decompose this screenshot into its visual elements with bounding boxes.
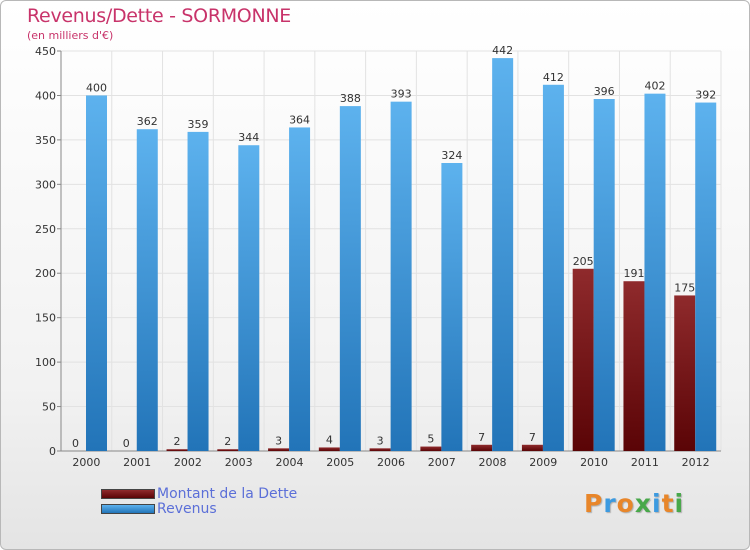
data-label-debt: 2 xyxy=(224,435,231,448)
x-tick-label: 2007 xyxy=(428,456,456,469)
y-tick-label: 300 xyxy=(35,178,56,191)
data-label-revenue: 364 xyxy=(289,113,310,126)
bar-debt xyxy=(268,448,290,451)
bar-debt xyxy=(318,447,340,451)
logo-letter: x xyxy=(634,489,652,518)
logo-letter: o xyxy=(616,489,635,518)
x-tick-label: 2011 xyxy=(631,456,659,469)
data-label-revenue: 344 xyxy=(238,131,259,144)
bar-revenue xyxy=(238,145,260,451)
x-tick-label: 2009 xyxy=(529,456,557,469)
data-label-revenue: 362 xyxy=(137,115,158,128)
bar-debt xyxy=(369,448,391,451)
y-tick-label: 0 xyxy=(49,445,56,458)
bar-revenue xyxy=(695,102,717,452)
data-label-debt: 0 xyxy=(123,437,130,450)
x-tick-label: 2002 xyxy=(174,456,202,469)
data-label-debt: 5 xyxy=(427,433,434,446)
legend-swatch-revenue xyxy=(101,504,155,514)
logo-letter: i xyxy=(674,489,685,518)
data-label-revenue: 359 xyxy=(188,118,209,131)
x-tick-label: 2006 xyxy=(377,456,405,469)
data-label-debt: 3 xyxy=(377,434,384,447)
chart-unit-label: (en milliers d'€) xyxy=(27,29,114,42)
data-label-debt: 175 xyxy=(674,281,695,294)
x-tick-label: 2008 xyxy=(479,456,507,469)
bar-revenue xyxy=(187,131,209,451)
bar-debt xyxy=(623,281,645,451)
data-label-revenue: 393 xyxy=(391,88,412,101)
bar-debt xyxy=(471,444,493,451)
legend-label-debt: Montant de la Dette xyxy=(157,486,298,502)
bar-debt xyxy=(521,444,543,451)
bar-revenue xyxy=(593,99,615,451)
bar-revenue xyxy=(289,127,311,451)
bar-debt xyxy=(166,449,188,451)
data-label-revenue: 412 xyxy=(543,71,564,84)
y-tick-label: 450 xyxy=(35,45,56,58)
bar-revenue xyxy=(644,93,666,452)
y-tick-label: 50 xyxy=(42,401,56,414)
logo-letter: t xyxy=(661,489,675,518)
legend-label-revenue: Revenus xyxy=(157,501,217,517)
data-label-debt: 191 xyxy=(623,267,644,280)
y-tick-label: 100 xyxy=(35,356,56,369)
data-label-debt: 205 xyxy=(573,255,594,268)
data-label-revenue: 442 xyxy=(492,44,513,57)
bar-revenue xyxy=(441,163,463,451)
y-tick-label: 150 xyxy=(35,312,56,325)
bar-debt xyxy=(217,449,239,451)
data-label-debt: 3 xyxy=(275,434,282,447)
data-label-revenue: 400 xyxy=(86,81,107,94)
y-tick-label: 200 xyxy=(35,267,56,280)
bar-debt xyxy=(572,268,594,451)
data-label-debt: 7 xyxy=(478,431,485,444)
data-label-debt: 0 xyxy=(72,437,79,450)
data-labels: 0 400 0 362 2 359 2 344 3 364 4 388 3 393 5 324 7 442 7 412… xyxy=(72,44,716,450)
legend-swatch-debt xyxy=(101,489,155,499)
x-tick-label: 2010 xyxy=(580,456,608,469)
logo-letter: i xyxy=(652,489,662,518)
logo-letter: P xyxy=(584,489,604,518)
y-tick-label: 350 xyxy=(35,134,56,147)
bar-debt xyxy=(420,446,442,451)
data-label-revenue: 392 xyxy=(695,89,716,102)
data-label-revenue: 396 xyxy=(594,85,615,98)
proxiti-logo: Proxiti xyxy=(584,489,684,518)
x-tick-label: 2000 xyxy=(72,456,100,469)
bars xyxy=(86,58,717,452)
bar-revenue xyxy=(492,58,514,451)
chart-title: Revenus/Dette - SORMONNE xyxy=(27,5,291,27)
bar-revenue xyxy=(542,84,564,452)
y-tick-label: 400 xyxy=(35,89,56,102)
data-label-revenue: 324 xyxy=(441,149,462,162)
x-tick-label: 2005 xyxy=(326,456,354,469)
bar-revenue xyxy=(86,95,107,451)
data-label-revenue: 388 xyxy=(340,92,361,105)
data-label-debt: 4 xyxy=(326,433,333,446)
data-label-debt: 7 xyxy=(529,431,536,444)
x-tick-label: 2001 xyxy=(123,456,151,469)
bar-revenue xyxy=(390,101,412,452)
y-tick-label: 250 xyxy=(35,223,56,236)
bar-revenue xyxy=(136,129,158,451)
bar-revenue xyxy=(339,106,361,451)
logo-letter: r xyxy=(603,489,617,518)
bar-debt xyxy=(674,295,696,451)
x-tick-label: 2004 xyxy=(275,456,303,469)
x-tick-label: 2003 xyxy=(225,456,253,469)
data-label-revenue: 402 xyxy=(644,80,665,93)
x-tick-label: 2012 xyxy=(682,456,710,469)
data-label-debt: 2 xyxy=(174,435,181,448)
